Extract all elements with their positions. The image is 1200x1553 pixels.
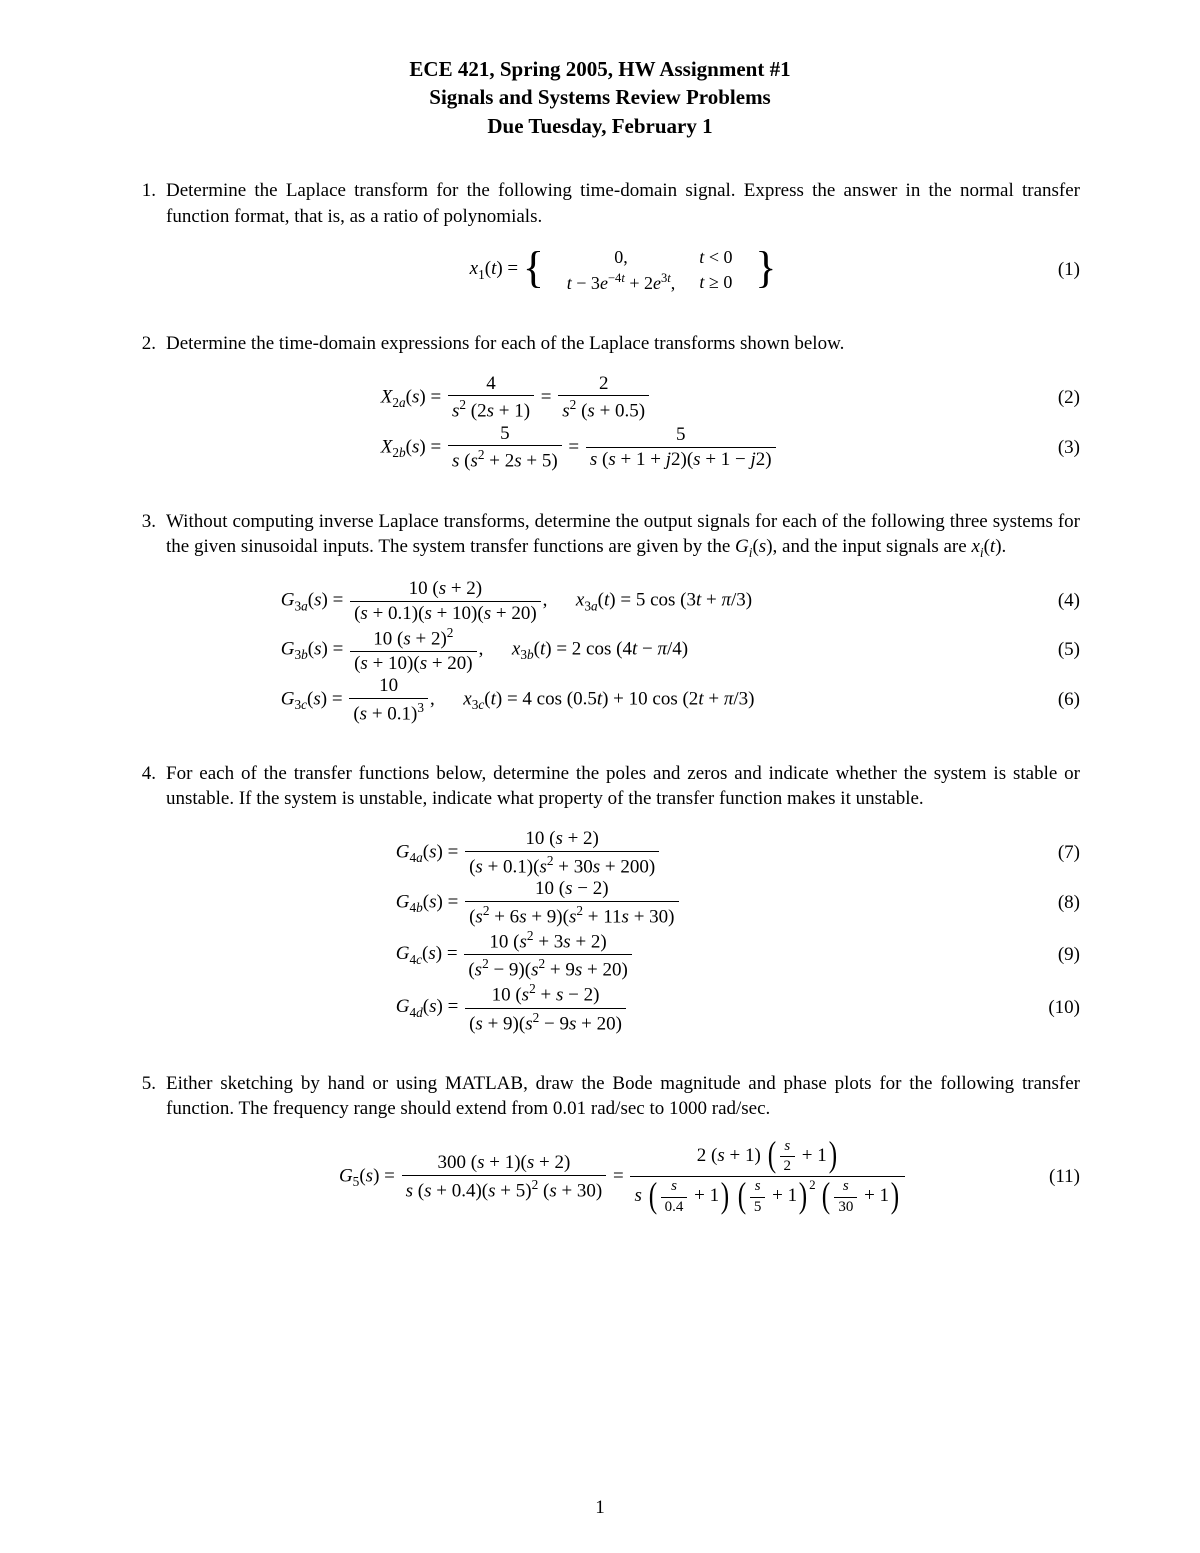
problem-number: 1. [120, 178, 166, 317]
problem-number: 2. [120, 331, 166, 495]
equation-1: x1(t) = { 0, t < 0 t − 3e−4t + 2e3t, t ≥… [166, 245, 1080, 295]
eq2-num1: 4 [448, 373, 534, 397]
problem-4-text: For each of the transfer functions below… [166, 763, 1080, 810]
problem-5: 5. Either sketching by hand or using MAT… [120, 1071, 1080, 1238]
equation-number: (6) [1058, 687, 1080, 713]
equation-10: G4d(s) = 10 (s2 + s − 2) (s + 9)(s2 − 9s… [166, 981, 1080, 1034]
equation-number: (5) [1058, 637, 1080, 663]
equation-8: G4b(s) = 10 (s − 2) (s2 + 6s + 9)(s2 + 1… [166, 878, 1080, 928]
problem-number: 3. [120, 509, 166, 747]
page-number: 1 [0, 1497, 1200, 1519]
problem-4: 4. For each of the transfer functions be… [120, 761, 1080, 1057]
problem-5-text: Either sketching by hand or using MATLAB… [166, 1073, 1080, 1120]
equation-9: G4c(s) = 10 (s2 + 3s + 2) (s2 − 9)(s2 + … [166, 928, 1080, 981]
equation-4: G3a(s) = 10 (s + 2) (s + 0.1)(s + 10)(s … [166, 578, 1080, 625]
problem-2: 2. Determine the time-domain expressions… [120, 331, 1080, 495]
document-header: ECE 421, Spring 2005, HW Assignment #1 S… [120, 55, 1080, 140]
equation-number: (1) [1058, 257, 1080, 283]
eq2-num2: 2 [558, 373, 649, 397]
equation-number: (8) [1058, 890, 1080, 916]
equation-5: G3b(s) = 10 (s + 2)2 (s + 10)(s + 20) , … [166, 625, 1080, 675]
equation-1-cases: 0, t < 0 t − 3e−4t + 2e3t, t ≥ 0 [555, 245, 745, 295]
problem-list: 1. Determine the Laplace transform for t… [120, 178, 1080, 1238]
page: ECE 421, Spring 2005, HW Assignment #1 S… [0, 0, 1200, 1553]
header-line-2: Signals and Systems Review Problems [120, 83, 1080, 111]
equation-11: G5(s) = 300 (s + 1)(s + 2) s (s + 0.4)(s… [166, 1138, 1080, 1216]
eq3-num2: 5 [586, 424, 776, 448]
problem-number: 4. [120, 761, 166, 1057]
header-line-1: ECE 421, Spring 2005, HW Assignment #1 [120, 55, 1080, 83]
problem-1-text: Determine the Laplace transform for the … [166, 180, 1080, 227]
header-line-3: Due Tuesday, February 1 [120, 112, 1080, 140]
equation-number: (2) [1058, 385, 1080, 411]
equation-number: (7) [1058, 840, 1080, 866]
equation-number: (9) [1058, 942, 1080, 968]
problem-number: 5. [120, 1071, 166, 1238]
equation-7: G4a(s) = 10 (s + 2) (s + 0.1)(s2 + 30s +… [166, 828, 1080, 878]
problem-1: 1. Determine the Laplace transform for t… [120, 178, 1080, 317]
equation-number: (4) [1058, 588, 1080, 614]
problem-3: 3. Without computing inverse Laplace tra… [120, 509, 1080, 747]
eq3-num1: 5 [448, 423, 562, 447]
equation-number: (3) [1058, 435, 1080, 461]
problem-3-text-b: , and the input signals are [773, 536, 972, 557]
equation-number: (10) [1048, 995, 1080, 1021]
equation-2: X2a(s) = 4 s2 (2s + 1) = 2 s2 (s + 0.5) [166, 373, 1080, 423]
problem-2-text: Determine the time-domain expressions fo… [166, 333, 844, 354]
equation-3: X2b(s) = 5 s (s2 + 2s + 5) = 5 s (s + 1 … [166, 423, 1080, 473]
equation-6: G3c(s) = 10 (s + 0.1)3 , x3c(t) = 4 cos … [166, 675, 1080, 725]
equation-number: (11) [1049, 1164, 1080, 1190]
